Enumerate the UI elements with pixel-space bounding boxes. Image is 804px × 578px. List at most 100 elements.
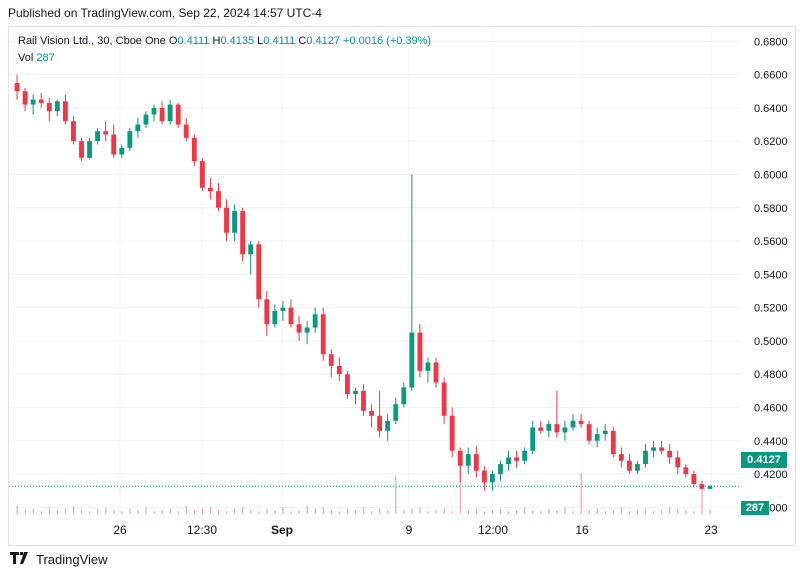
candle-body bbox=[506, 457, 511, 465]
x-tick-label: 9 bbox=[406, 523, 413, 537]
y-tick-label: 0.6000 bbox=[754, 169, 788, 181]
volume-bar bbox=[661, 509, 663, 514]
candle-body bbox=[280, 307, 286, 311]
volume-bar bbox=[556, 509, 558, 514]
candle-body bbox=[22, 91, 28, 105]
volume-bar bbox=[701, 489, 703, 514]
candle-body bbox=[71, 121, 76, 142]
volume-bar bbox=[395, 475, 397, 514]
candle-body bbox=[183, 124, 189, 138]
volume-bar bbox=[282, 507, 284, 514]
candle-body bbox=[143, 114, 149, 125]
y-tick-label: 0.5800 bbox=[754, 203, 788, 215]
volume-bar bbox=[193, 509, 195, 514]
candle-body bbox=[473, 454, 479, 471]
y-tick-label: 0.5600 bbox=[754, 236, 788, 248]
volume-bar bbox=[346, 508, 349, 514]
candle-body bbox=[385, 420, 391, 431]
y-tick-label: 0.6800 bbox=[754, 36, 788, 48]
candle-body bbox=[199, 161, 205, 188]
candle-body bbox=[296, 324, 302, 333]
candle-body bbox=[272, 310, 278, 325]
volume-bar bbox=[499, 508, 502, 514]
volume-bar bbox=[306, 505, 308, 514]
volume-bar bbox=[475, 508, 478, 514]
candle-body bbox=[675, 457, 681, 468]
candle-body bbox=[409, 332, 415, 388]
candle-body bbox=[457, 450, 463, 466]
volume-bar bbox=[97, 508, 99, 514]
candle-body bbox=[240, 211, 246, 255]
published-header: Published on TradingView.com, Sep 22, 20… bbox=[8, 6, 322, 20]
volume-bar bbox=[113, 509, 115, 514]
volume-bar bbox=[169, 508, 171, 514]
symbol-name[interactable]: Rail Vision Ltd., 30, Cboe One bbox=[18, 35, 166, 47]
volume-bar bbox=[451, 511, 453, 514]
candle-body bbox=[151, 107, 157, 115]
volume-bar bbox=[516, 509, 518, 514]
volume-bar bbox=[161, 509, 163, 514]
candle-body bbox=[610, 430, 616, 455]
candle-body bbox=[562, 427, 568, 433]
volume-bar bbox=[330, 509, 332, 514]
candle-body bbox=[481, 470, 487, 483]
volume-bar bbox=[105, 507, 107, 514]
y-tick-label: 0.5000 bbox=[754, 336, 788, 348]
candle-body bbox=[14, 82, 20, 92]
candle-body bbox=[320, 314, 326, 355]
volume-bar bbox=[677, 508, 679, 514]
x-tick-label: 26 bbox=[113, 523, 127, 537]
candle-body bbox=[62, 101, 68, 122]
volume-bar bbox=[80, 509, 83, 514]
x-tick-label: 12:30 bbox=[187, 523, 217, 537]
volume-bar bbox=[56, 509, 59, 514]
volume-bar bbox=[580, 472, 582, 514]
footer[interactable]: TradingView bbox=[10, 552, 108, 567]
candle-body bbox=[441, 382, 447, 416]
y-tick-label: 0.6600 bbox=[754, 70, 788, 82]
candle-body bbox=[256, 244, 262, 300]
volume-bar bbox=[185, 505, 187, 514]
y-tick-label: 0.4800 bbox=[754, 369, 788, 381]
volume-value: 287 bbox=[36, 52, 55, 64]
volume-bar bbox=[620, 507, 623, 514]
volume-bar bbox=[645, 508, 647, 514]
candle-body bbox=[264, 299, 270, 325]
candle-body bbox=[586, 424, 592, 441]
candle-body bbox=[659, 447, 665, 451]
brand-name: TradingView bbox=[36, 552, 108, 567]
chart-frame[interactable] bbox=[8, 26, 796, 546]
volume-bar bbox=[612, 509, 614, 514]
volume-bar bbox=[338, 511, 341, 514]
candle-body bbox=[30, 99, 36, 105]
high-value: 0.4135 bbox=[220, 35, 255, 47]
candle-body bbox=[304, 327, 310, 333]
volume-bar bbox=[354, 509, 357, 514]
volume-bar bbox=[153, 511, 155, 514]
candle-body bbox=[95, 131, 101, 142]
y-tick-label: 0.6200 bbox=[754, 136, 788, 148]
x-tick-label: Sep bbox=[271, 523, 293, 537]
candle-body bbox=[498, 464, 503, 475]
volume-bar bbox=[524, 507, 526, 514]
volume-bar bbox=[209, 507, 212, 514]
candle-body bbox=[361, 390, 366, 411]
y-tick-label: 0.5400 bbox=[754, 269, 788, 281]
volume-bar bbox=[685, 509, 687, 514]
candle-body bbox=[328, 354, 334, 366]
candle-body bbox=[232, 211, 237, 233]
volume-bar bbox=[177, 511, 179, 514]
volume-bar bbox=[669, 507, 671, 514]
x-tick-label: 16 bbox=[575, 523, 589, 537]
volume-bar bbox=[491, 509, 494, 514]
candle-body bbox=[401, 387, 407, 405]
y-tick-label: 0.6400 bbox=[754, 103, 788, 115]
volume-bar bbox=[314, 508, 316, 514]
candle-body bbox=[570, 420, 576, 428]
candle-body bbox=[175, 104, 181, 125]
volume-bar bbox=[411, 508, 413, 514]
volume-bar bbox=[89, 511, 91, 514]
volume-bar bbox=[266, 508, 268, 514]
candle-body bbox=[369, 410, 374, 416]
